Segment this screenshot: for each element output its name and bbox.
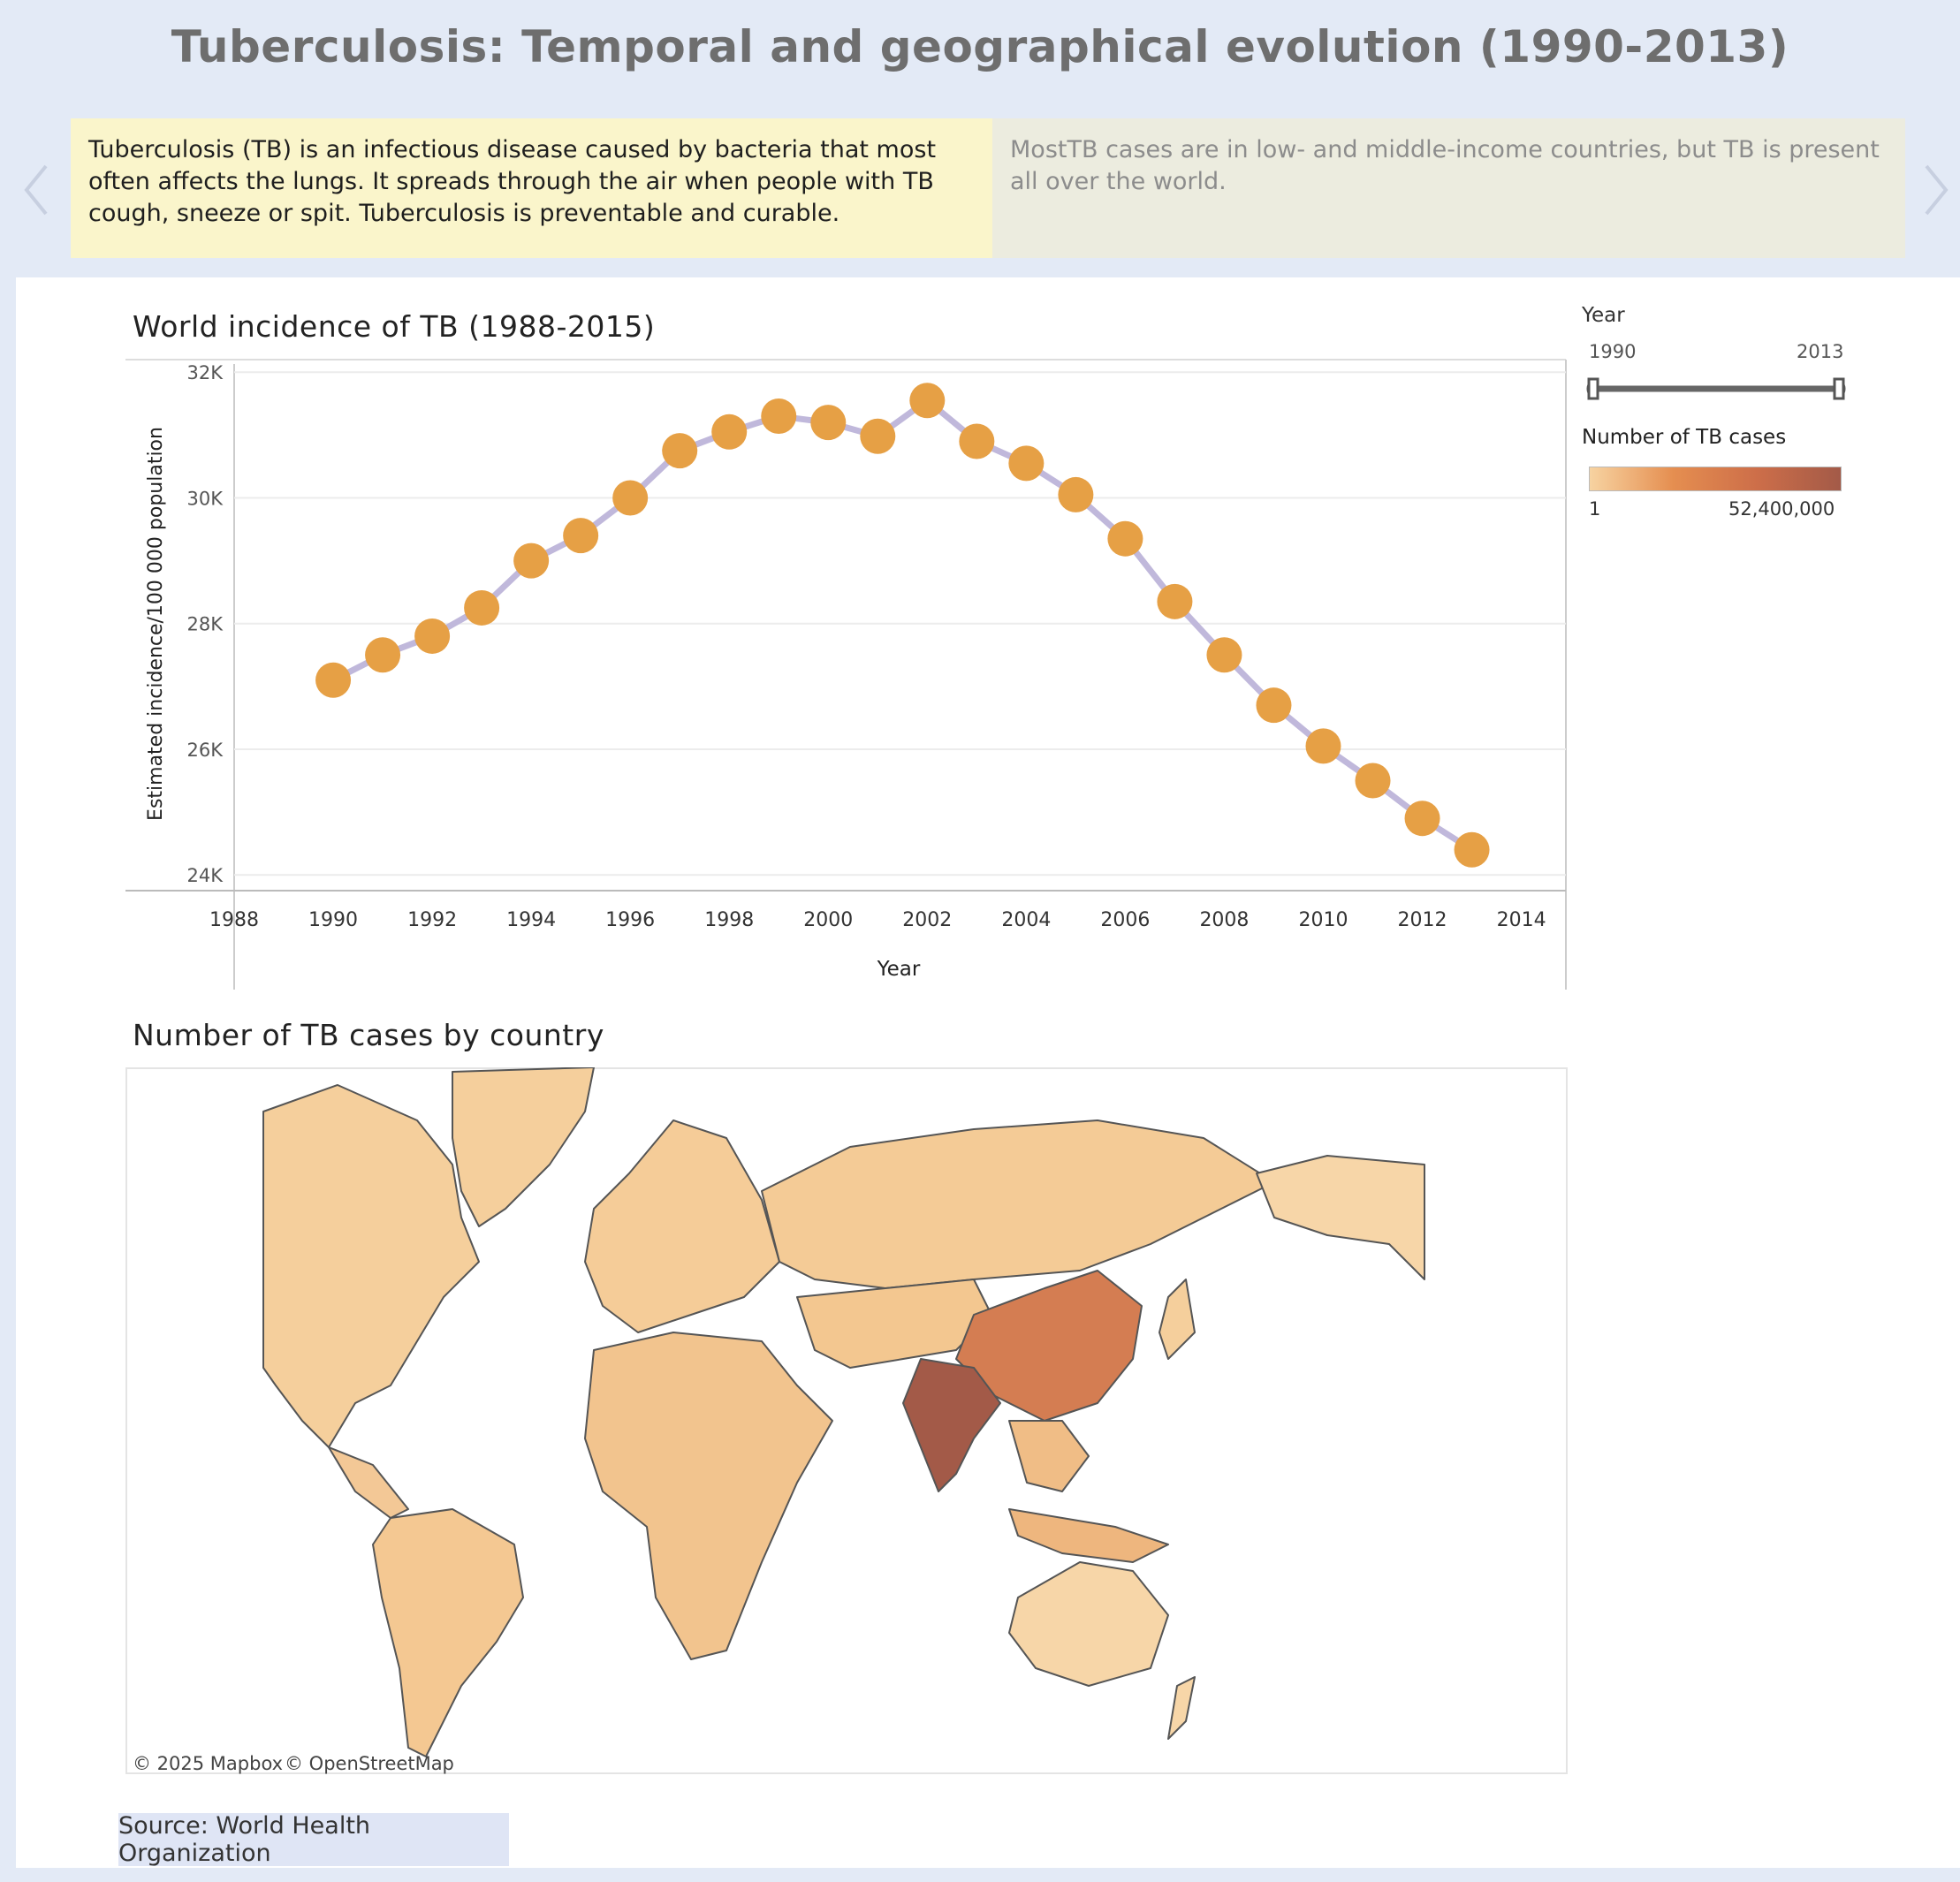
alaska-region[interactable] [1256, 1155, 1425, 1280]
y-axis-label: Estimated incidence/100 000 population [145, 427, 167, 821]
x-tick-label: 2014 [1497, 909, 1546, 931]
data-point[interactable] [563, 518, 599, 554]
europe-region[interactable] [584, 1119, 780, 1333]
indonesia-region[interactable] [1008, 1508, 1169, 1563]
chevron-right-icon [1925, 164, 1949, 216]
data-point[interactable] [959, 423, 995, 459]
data-point[interactable] [1256, 687, 1292, 724]
story-point-1[interactable]: Tuberculosis (TB) is an infectious disea… [71, 118, 992, 258]
x-tick-label: 2006 [1100, 909, 1150, 931]
data-point[interactable] [513, 543, 550, 579]
data-point[interactable] [414, 618, 451, 654]
dashboard-title: Tuberculosis: Temporal and geographical … [171, 21, 1789, 72]
x-tick-label: 2008 [1199, 909, 1249, 931]
x-tick-label: 2000 [803, 909, 853, 931]
cases-legend-min: 1 [1589, 498, 1601, 520]
x-tick-label: 2012 [1398, 909, 1447, 931]
data-point[interactable] [810, 405, 847, 441]
data-point[interactable] [1404, 801, 1440, 837]
x-tick-label: 1996 [605, 909, 655, 931]
africa-region[interactable] [584, 1332, 833, 1660]
data-point[interactable] [1305, 728, 1341, 764]
data-point[interactable] [761, 398, 797, 435]
series-line [331, 397, 1474, 853]
india-region[interactable] [902, 1358, 1001, 1492]
world-map[interactable]: © 2025 Mapbox © OpenStreetMap [125, 1067, 1568, 1774]
x-tick-label: 2002 [902, 909, 952, 931]
chevron-left-icon [24, 164, 48, 216]
x-tick-label: 1990 [308, 909, 358, 931]
x-axis-label: Year [877, 958, 921, 981]
y-tick-label: 24K [187, 865, 224, 886]
russia-region[interactable] [761, 1119, 1275, 1289]
year-range-slider[interactable] [1582, 371, 1856, 406]
data-point[interactable] [1454, 831, 1490, 868]
source-note: Source: World Health Organization [118, 1812, 509, 1867]
cases-legend-max: 52,400,000 [1728, 498, 1835, 520]
central-asia-region[interactable] [796, 1279, 992, 1369]
x-tick-label: 2004 [1001, 909, 1051, 931]
data-point[interactable] [612, 480, 649, 516]
y-tick-label: 28K [187, 614, 224, 635]
y-tick-label: 26K [187, 740, 224, 761]
x-tick-label: 1998 [704, 909, 754, 931]
line-chart-title: World incidence of TB (1988-2015) [133, 309, 656, 344]
australia-region[interactable] [1008, 1561, 1169, 1687]
year-filter-min: 1990 [1589, 341, 1637, 362]
story-points: Tuberculosis (TB) is an infectious disea… [71, 118, 1905, 258]
data-point[interactable] [1157, 583, 1193, 619]
story-point-2[interactable]: MostTB cases are in low- and middle-inco… [992, 118, 1905, 258]
data-point[interactable] [1008, 445, 1045, 482]
y-tick-label: 32K [187, 362, 224, 383]
southeast-asia-region[interactable] [1008, 1420, 1090, 1492]
map-title: Number of TB cases by country [133, 1018, 604, 1052]
x-tick-label: 2010 [1298, 909, 1348, 931]
previous-story-arrow[interactable] [19, 159, 55, 221]
data-point[interactable] [315, 662, 352, 698]
data-point[interactable] [909, 383, 946, 419]
north-america-region[interactable] [262, 1084, 480, 1448]
next-story-arrow[interactable] [1918, 159, 1953, 221]
data-point[interactable] [464, 589, 500, 626]
data-point[interactable] [711, 414, 748, 450]
new-zealand-region[interactable] [1167, 1676, 1196, 1740]
x-tick-label: 1994 [506, 909, 556, 931]
central-america-region[interactable] [328, 1446, 409, 1519]
data-point[interactable] [1355, 763, 1391, 799]
south-america-region[interactable] [372, 1508, 524, 1757]
mapbox-attribution[interactable]: © 2025 Mapbox [133, 1753, 283, 1774]
x-tick-label: 1992 [407, 909, 457, 931]
data-point[interactable] [1206, 637, 1242, 673]
data-point[interactable] [1058, 476, 1094, 512]
osm-attribution[interactable]: © OpenStreetMap [285, 1753, 454, 1774]
year-filter-title: Year [1582, 304, 1625, 327]
year-filter-max: 2013 [1797, 341, 1844, 362]
data-point[interactable] [365, 637, 401, 673]
data-point[interactable] [1107, 520, 1143, 557]
line-chart[interactable]: 24K 26K 28K 30K 32K 1988 1990 1992 1994 1996 1998… [0, 0, 1960, 1016]
data-point[interactable] [662, 433, 698, 469]
cases-color-ramp [1589, 467, 1842, 491]
data-point[interactable] [860, 418, 896, 454]
greenland-region[interactable] [452, 1067, 595, 1227]
japan-region[interactable] [1159, 1279, 1196, 1360]
x-tick-label: 1988 [209, 909, 259, 931]
y-tick-label: 30K [187, 488, 224, 509]
cases-legend-title: Number of TB cases [1582, 426, 1787, 449]
